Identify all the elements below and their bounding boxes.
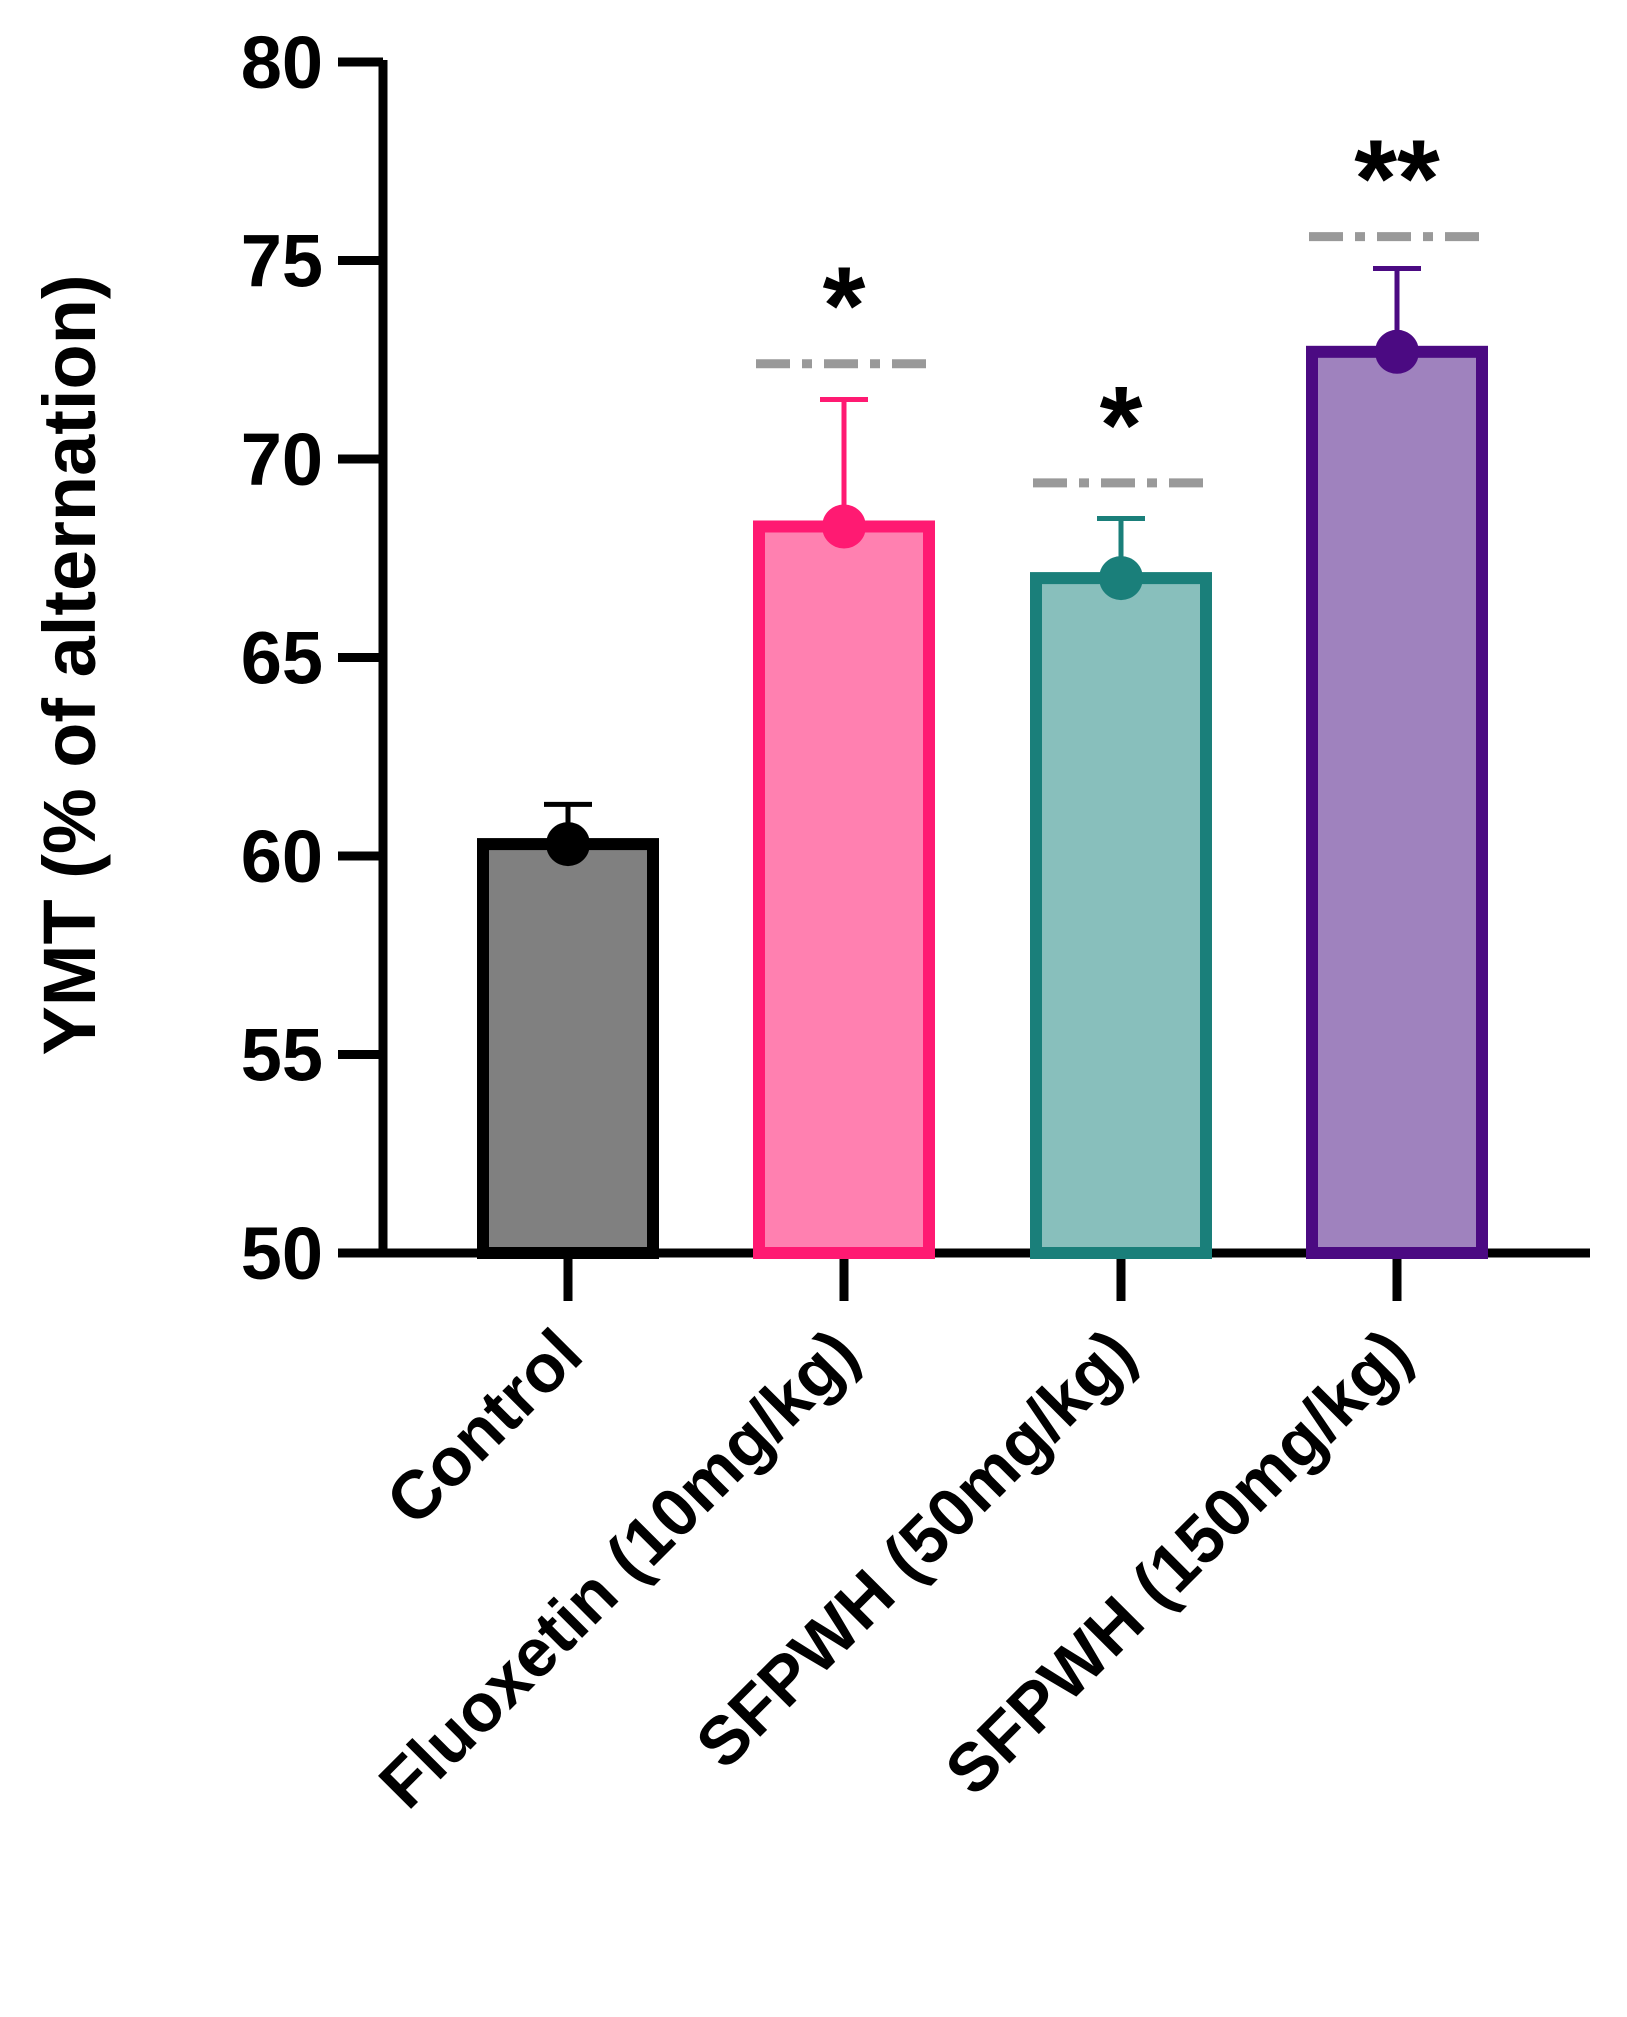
category-label: Control (372, 1315, 597, 1540)
significance-marker: * (1100, 364, 1143, 487)
y-tick-label: 75 (241, 220, 323, 303)
bars: **** (477, 118, 1488, 1260)
data-point (546, 822, 590, 867)
significance-marker: ** (1354, 118, 1440, 241)
axes: 50 55 60 65 70 75 80 (241, 21, 1590, 1301)
y-tick-label: 55 (241, 1014, 323, 1097)
significance-marker: * (823, 245, 866, 368)
bar-4 (1306, 345, 1488, 1259)
y-tick-label: 70 (241, 418, 323, 501)
bar-2 (753, 520, 935, 1259)
category-label: Fluoxetin (10mg/kg) (365, 1315, 873, 1823)
bar-1 (477, 838, 659, 1260)
data-point (822, 504, 866, 549)
y-tick-label: 60 (241, 815, 323, 898)
bar-3 (1030, 572, 1212, 1259)
y-tick-label: 80 (241, 21, 323, 104)
y-tick-label: 65 (241, 617, 323, 700)
y-axis-label: YMT (% of alternation) (28, 274, 111, 1055)
y-tick-label: 50 (241, 1212, 323, 1295)
data-point (1375, 329, 1419, 374)
category-label: SFPWH (150mg/kg) (931, 1315, 1426, 1810)
data-point (1099, 556, 1143, 601)
